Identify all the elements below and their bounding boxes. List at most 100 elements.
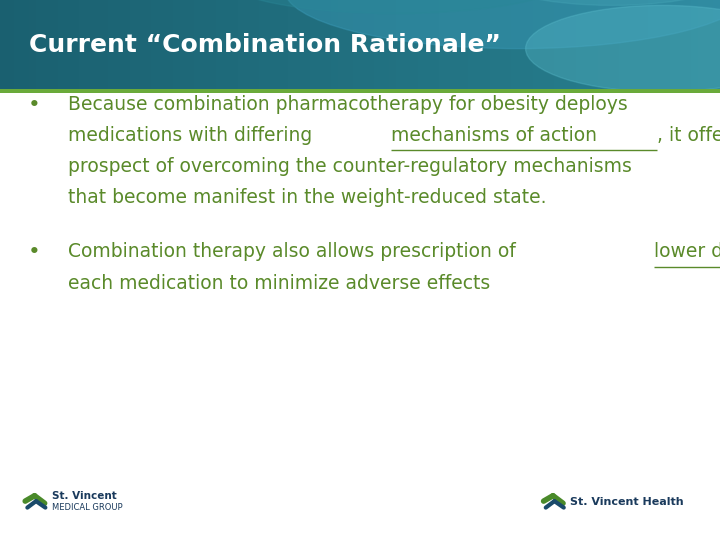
Bar bbox=[130, 0, 140, 89]
Bar bbox=[713, 0, 720, 89]
Bar bbox=[173, 0, 184, 89]
Bar bbox=[86, 0, 97, 89]
Text: St. Vincent Health: St. Vincent Health bbox=[570, 497, 684, 507]
Bar bbox=[461, 0, 472, 89]
Bar bbox=[317, 0, 328, 89]
Bar bbox=[684, 0, 695, 89]
Bar bbox=[482, 0, 493, 89]
Bar bbox=[288, 0, 299, 89]
Bar bbox=[634, 0, 644, 89]
Bar bbox=[252, 0, 263, 89]
Ellipse shape bbox=[526, 5, 720, 92]
Bar bbox=[425, 0, 436, 89]
Bar bbox=[14, 0, 25, 89]
Bar bbox=[518, 0, 529, 89]
Bar bbox=[245, 0, 256, 89]
Bar bbox=[223, 0, 234, 89]
Bar bbox=[432, 0, 443, 89]
Text: mechanisms of action: mechanisms of action bbox=[391, 126, 598, 145]
Text: each medication to minimize adverse effects: each medication to minimize adverse effe… bbox=[68, 274, 490, 293]
Bar bbox=[43, 0, 54, 89]
Bar bbox=[302, 0, 313, 89]
Bar bbox=[144, 0, 155, 89]
Bar bbox=[504, 0, 515, 89]
Bar bbox=[331, 0, 342, 89]
Bar bbox=[72, 0, 83, 89]
Bar bbox=[238, 0, 248, 89]
Bar bbox=[79, 0, 90, 89]
Bar bbox=[281, 0, 292, 89]
Bar bbox=[547, 0, 558, 89]
Text: Current “Combination Rationale”: Current “Combination Rationale” bbox=[29, 32, 501, 57]
Bar bbox=[0, 89, 720, 93]
Bar bbox=[562, 0, 572, 89]
Ellipse shape bbox=[284, 0, 720, 49]
Bar bbox=[101, 0, 112, 89]
Bar bbox=[439, 0, 450, 89]
Bar bbox=[641, 0, 652, 89]
Bar bbox=[475, 0, 486, 89]
Bar bbox=[497, 0, 508, 89]
Bar bbox=[108, 0, 119, 89]
Bar bbox=[677, 0, 688, 89]
Bar bbox=[662, 0, 673, 89]
Bar bbox=[569, 0, 580, 89]
Bar bbox=[346, 0, 356, 89]
Bar bbox=[583, 0, 594, 89]
Bar bbox=[295, 0, 306, 89]
Bar bbox=[511, 0, 522, 89]
Bar bbox=[353, 0, 364, 89]
Bar bbox=[367, 0, 378, 89]
Bar bbox=[626, 0, 637, 89]
Bar bbox=[418, 0, 428, 89]
Bar bbox=[310, 0, 320, 89]
Bar bbox=[194, 0, 205, 89]
Bar bbox=[454, 0, 464, 89]
Text: •: • bbox=[27, 94, 40, 114]
Bar bbox=[122, 0, 133, 89]
Bar bbox=[360, 0, 371, 89]
Text: MEDICAL GROUP: MEDICAL GROUP bbox=[52, 503, 122, 512]
Text: medications with differing: medications with differing bbox=[68, 126, 319, 145]
Bar bbox=[410, 0, 421, 89]
Bar bbox=[490, 0, 500, 89]
Text: St. Vincent: St. Vincent bbox=[52, 491, 117, 501]
Bar bbox=[209, 0, 220, 89]
Bar bbox=[576, 0, 587, 89]
Bar bbox=[338, 0, 349, 89]
Bar bbox=[187, 0, 198, 89]
Bar bbox=[590, 0, 601, 89]
Text: lower doses: lower doses bbox=[654, 242, 720, 261]
Bar bbox=[389, 0, 400, 89]
Bar bbox=[180, 0, 191, 89]
Bar bbox=[58, 0, 68, 89]
Bar bbox=[468, 0, 479, 89]
Bar bbox=[670, 0, 680, 89]
Text: •: • bbox=[27, 242, 40, 262]
Bar bbox=[446, 0, 457, 89]
Bar bbox=[137, 0, 148, 89]
Bar bbox=[115, 0, 126, 89]
Text: Combination therapy also allows prescription of: Combination therapy also allows prescrip… bbox=[68, 242, 522, 261]
Bar bbox=[22, 0, 32, 89]
Bar bbox=[50, 0, 61, 89]
Bar bbox=[259, 0, 270, 89]
Bar bbox=[554, 0, 565, 89]
Text: prospect of overcoming the counter-regulatory mechanisms: prospect of overcoming the counter-regul… bbox=[68, 157, 632, 176]
Bar bbox=[166, 0, 176, 89]
Bar bbox=[29, 0, 40, 89]
Bar bbox=[65, 0, 76, 89]
Bar bbox=[0, 0, 11, 89]
Bar bbox=[151, 0, 162, 89]
Bar bbox=[619, 0, 630, 89]
Text: that become manifest in the weight-reduced state.: that become manifest in the weight-reduc… bbox=[68, 188, 547, 207]
Bar bbox=[526, 0, 536, 89]
Bar bbox=[7, 0, 18, 89]
Bar bbox=[691, 0, 702, 89]
Bar bbox=[396, 0, 407, 89]
Bar bbox=[374, 0, 385, 89]
Bar bbox=[266, 0, 277, 89]
Bar bbox=[655, 0, 666, 89]
Bar bbox=[230, 0, 241, 89]
Bar bbox=[36, 0, 47, 89]
